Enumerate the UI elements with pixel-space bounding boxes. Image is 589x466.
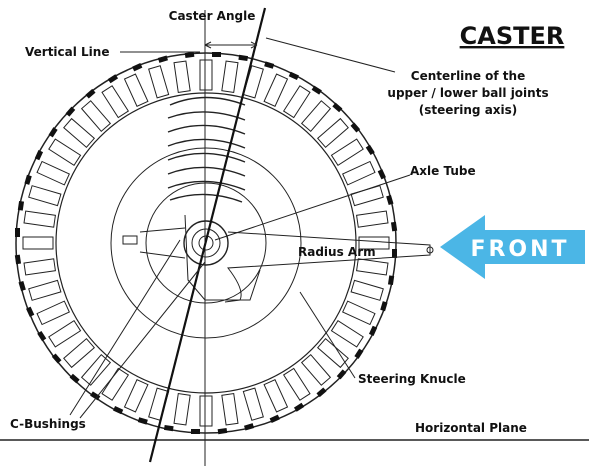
caster-angle-label: Caster Angle — [169, 9, 256, 23]
title: CASTER — [460, 22, 565, 50]
caster-diagram: Caster Angle CASTER Vertical Line Center… — [0, 0, 589, 466]
front-label: FRONT — [470, 237, 569, 262]
axle-tube-label: Axle Tube — [410, 164, 476, 178]
centerline-label: Centerline of the — [411, 69, 525, 83]
horizontal-plane-label: Horizontal Plane — [415, 421, 527, 435]
centerline-label: (steering axis) — [419, 103, 518, 117]
vertical-line-label: Vertical Line — [25, 45, 109, 59]
c-bushings-label: C-Bushings — [10, 417, 86, 431]
centerline-label: upper / lower ball joints — [387, 86, 548, 100]
radius-arm-label: Radius Arm — [298, 245, 376, 259]
steering-knuckle-label: Steering Knucle — [358, 372, 466, 386]
